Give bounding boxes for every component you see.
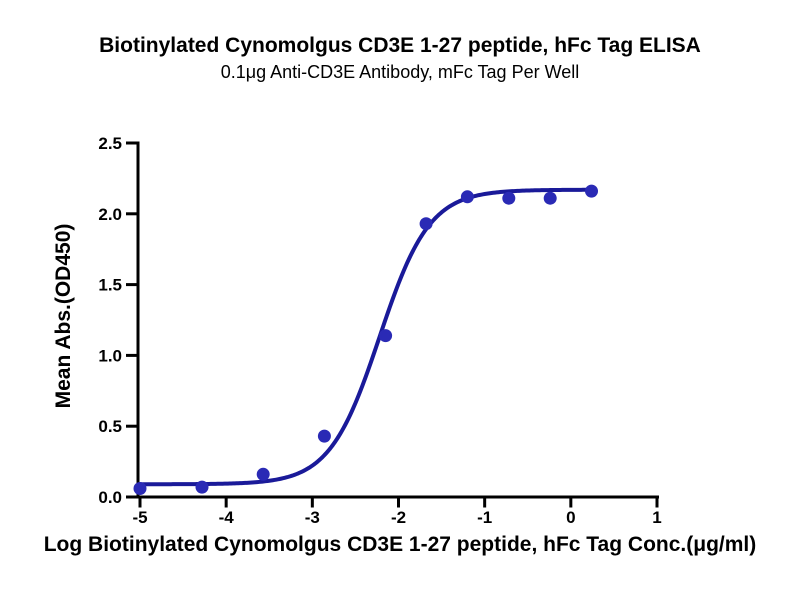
chart-title: Biotinylated Cynomolgus CD3E 1-27 peptid… [99,34,701,57]
x-tick-label: -4 [219,508,235,527]
data-point [133,482,147,495]
data-point [585,184,598,198]
chart-subtitle: 0.1μg Anti-CD3E Antibody, mFc Tag Per We… [220,62,580,82]
x-tick-label: 0 [566,508,575,527]
x-tick-label: -1 [477,508,492,527]
x-tick-label: -3 [305,508,320,527]
x-axis-label: Log Biotinylated Cynomolgus CD3E 1-27 pe… [43,533,757,556]
data-point [317,429,331,443]
x-tick-label: -5 [132,508,147,527]
data-point [460,190,474,204]
y-tick-label: 2.0 [98,205,122,224]
y-tick-label: 0.5 [98,417,122,436]
y-tick-label: 1.0 [98,346,122,365]
data-point [502,191,516,205]
data-point [419,217,433,231]
x-tick-label: -2 [391,508,406,527]
data-point [543,191,557,205]
fit-curve [138,187,594,487]
data-point [379,329,393,343]
y-tick-label: 2.5 [98,134,122,153]
y-tick-label: 1.5 [98,276,122,295]
data-point [195,480,209,494]
x-tick-label: 1 [652,508,661,527]
data-point [256,467,270,481]
y-tick-label: 0.0 [98,488,122,507]
